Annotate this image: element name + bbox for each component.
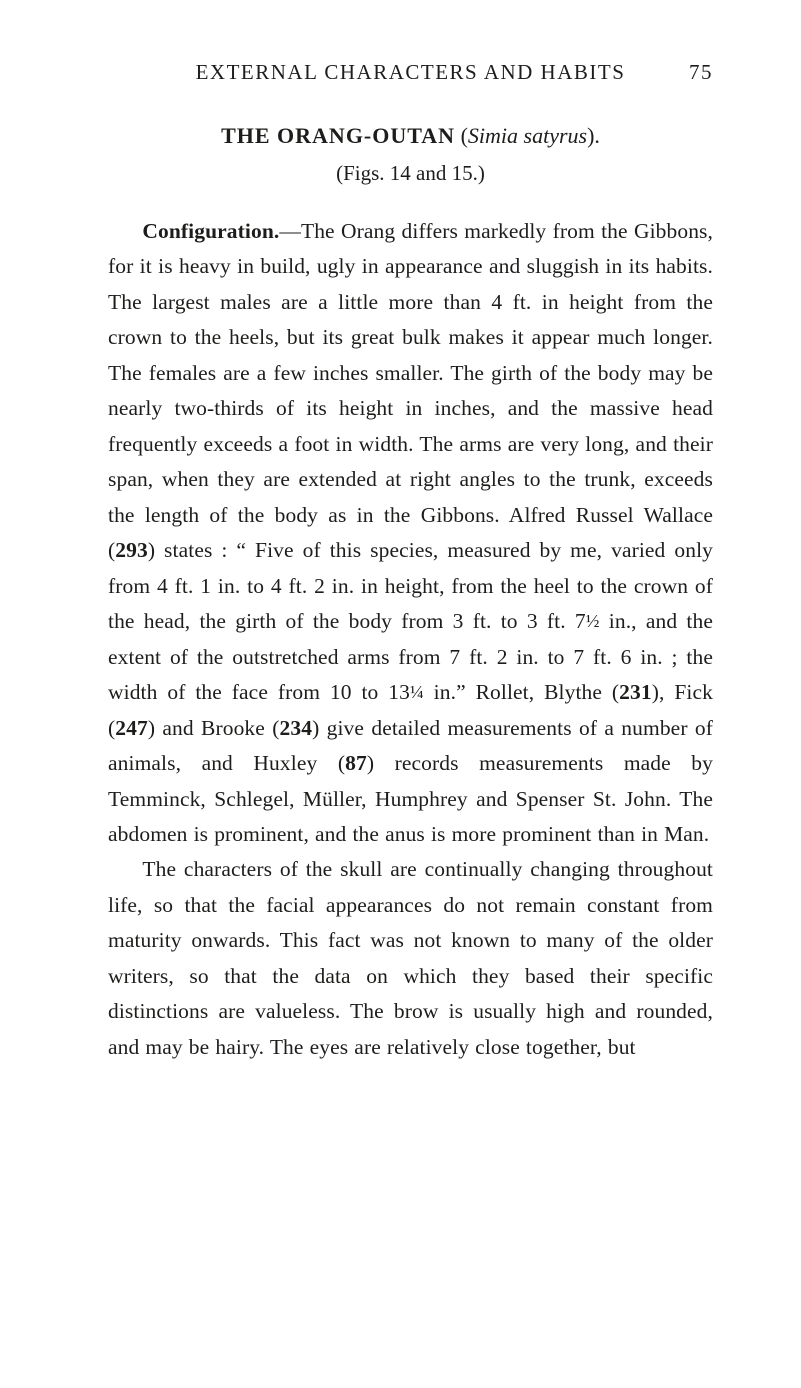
para1-seg-a: —The Orang differs markedly from the Gib…: [108, 219, 713, 527]
ref87-close: ): [367, 751, 374, 775]
paragraph-2: The characters of the skull are continua…: [108, 852, 713, 1065]
para2-text: The characters of the skull are continua…: [108, 857, 713, 1058]
para1-seg-e: , Fick: [659, 680, 713, 704]
ref293-close: ): [148, 538, 155, 562]
page: EXTERNAL CHARACTERS AND HABITS 75 THE OR…: [0, 0, 801, 1388]
ref87: 87: [345, 751, 367, 775]
running-head: EXTERNAL CHARACTERS AND HABITS 75: [108, 60, 713, 85]
para1-seg-d: in.” Rollet, Blythe: [424, 680, 612, 704]
species-name: Simia satyrus: [468, 123, 587, 148]
ref293: 293: [115, 538, 148, 562]
ref231: 231: [619, 680, 652, 704]
running-head-title: EXTERNAL CHARACTERS AND HABITS: [108, 60, 673, 85]
ref234: 234: [280, 716, 313, 740]
ref247: 247: [115, 716, 148, 740]
ref231-close: ): [652, 680, 659, 704]
ref247-close: ): [148, 716, 155, 740]
paren-open: (: [455, 123, 468, 148]
ref234-open: (: [272, 716, 279, 740]
page-number: 75: [673, 60, 713, 85]
paragraph-1: Configuration.—The Orang differs markedl…: [108, 214, 713, 852]
figs-reference: (Figs. 14 and 15.): [108, 161, 713, 186]
section-title: THE ORANG-OUTAN (Simia satyrus).: [108, 123, 713, 149]
paren-close: ).: [587, 123, 600, 148]
para1-seg-f: and Brooke: [155, 716, 272, 740]
fraction-half: ½: [586, 611, 600, 631]
para1-lead: Configuration.: [142, 219, 279, 243]
fraction-quarter: ¼: [410, 682, 424, 702]
section-title-bold: THE ORANG-OUTAN: [221, 123, 455, 148]
